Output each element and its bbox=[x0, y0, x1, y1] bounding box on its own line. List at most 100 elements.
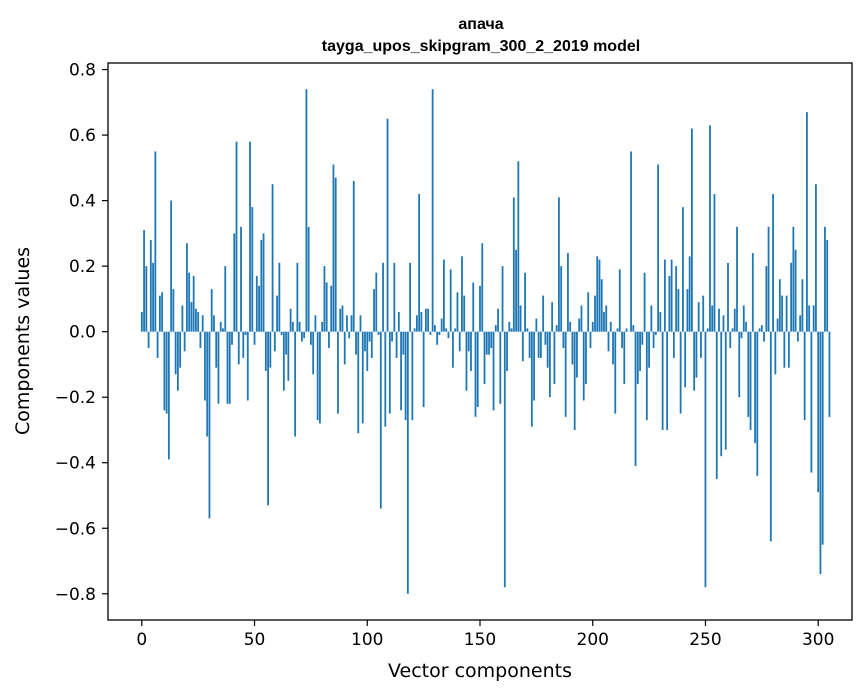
bar bbox=[724, 331, 727, 450]
bar bbox=[749, 331, 752, 430]
bar bbox=[787, 331, 790, 368]
bar bbox=[328, 331, 330, 349]
bar bbox=[370, 331, 373, 358]
x-tick-label: 50 bbox=[244, 630, 266, 650]
bar bbox=[467, 331, 470, 352]
y-tick-label: 0.8 bbox=[69, 61, 96, 81]
bar bbox=[278, 262, 281, 332]
bar bbox=[492, 331, 495, 411]
bar bbox=[796, 331, 799, 342]
bar bbox=[350, 315, 353, 332]
bar bbox=[332, 164, 335, 332]
bar bbox=[481, 243, 484, 332]
bar bbox=[258, 285, 260, 332]
bar bbox=[240, 226, 242, 332]
bar bbox=[659, 312, 662, 332]
bar bbox=[618, 269, 621, 332]
bar bbox=[720, 331, 723, 457]
bar bbox=[821, 331, 824, 545]
bar bbox=[700, 331, 702, 358]
bar bbox=[794, 249, 797, 332]
bar bbox=[246, 331, 249, 401]
bar bbox=[666, 331, 669, 430]
bar bbox=[503, 331, 506, 588]
bar bbox=[276, 295, 278, 332]
bar bbox=[815, 184, 817, 332]
bar bbox=[767, 226, 770, 332]
bar bbox=[691, 128, 693, 332]
bar bbox=[357, 331, 360, 434]
bar bbox=[235, 141, 238, 332]
x-tick-label: 0 bbox=[136, 630, 147, 650]
bar bbox=[524, 272, 526, 332]
bar bbox=[165, 331, 168, 414]
bar bbox=[228, 331, 231, 404]
bar bbox=[402, 331, 405, 355]
bar bbox=[625, 328, 628, 332]
bar bbox=[269, 331, 272, 368]
bar bbox=[201, 315, 204, 332]
bar bbox=[470, 331, 472, 371]
bar bbox=[443, 259, 445, 332]
bar bbox=[147, 331, 150, 349]
bar bbox=[756, 331, 759, 476]
bar bbox=[585, 331, 587, 385]
bar bbox=[772, 194, 774, 332]
bar bbox=[296, 262, 299, 332]
bar bbox=[636, 331, 639, 385]
bar bbox=[643, 272, 646, 332]
bar bbox=[422, 331, 425, 408]
bar bbox=[237, 331, 240, 365]
bar bbox=[364, 331, 366, 352]
bar bbox=[436, 331, 439, 345]
bar bbox=[765, 266, 768, 332]
bar bbox=[806, 112, 808, 332]
bar bbox=[506, 331, 508, 371]
bar bbox=[652, 331, 655, 349]
bar bbox=[377, 331, 380, 335]
bar bbox=[319, 331, 321, 424]
bar bbox=[355, 331, 357, 355]
bar bbox=[321, 321, 324, 332]
bar bbox=[298, 321, 301, 332]
bar bbox=[375, 272, 378, 332]
bar bbox=[494, 325, 497, 332]
bar bbox=[688, 256, 691, 332]
bar bbox=[285, 331, 288, 355]
y-tick-label: −0.6 bbox=[55, 519, 96, 539]
bar bbox=[434, 325, 436, 332]
bar bbox=[397, 312, 400, 332]
y-tick-label: −0.2 bbox=[55, 388, 96, 408]
bar bbox=[521, 331, 524, 362]
bar bbox=[650, 305, 653, 332]
bar bbox=[393, 262, 396, 332]
bar bbox=[677, 289, 680, 332]
bar bbox=[352, 180, 355, 332]
bar bbox=[648, 331, 650, 368]
bar bbox=[774, 331, 777, 375]
bar bbox=[573, 331, 576, 430]
bar bbox=[409, 262, 412, 332]
bar bbox=[542, 295, 545, 332]
bar bbox=[427, 308, 430, 332]
bar bbox=[454, 328, 457, 332]
bar bbox=[366, 331, 369, 371]
bar bbox=[145, 266, 148, 332]
bar bbox=[722, 315, 725, 332]
bar bbox=[346, 315, 348, 332]
bar bbox=[479, 285, 481, 332]
bar bbox=[490, 331, 493, 349]
bar bbox=[337, 331, 339, 414]
bar bbox=[598, 259, 601, 332]
bar bbox=[233, 233, 236, 332]
bar bbox=[461, 256, 463, 332]
bar bbox=[783, 331, 786, 368]
bar bbox=[172, 289, 175, 332]
bar bbox=[591, 321, 594, 332]
bar bbox=[420, 312, 423, 332]
bar bbox=[384, 331, 387, 427]
bar bbox=[630, 151, 632, 332]
bar bbox=[600, 279, 603, 332]
bar bbox=[751, 253, 754, 332]
bar bbox=[682, 207, 684, 332]
